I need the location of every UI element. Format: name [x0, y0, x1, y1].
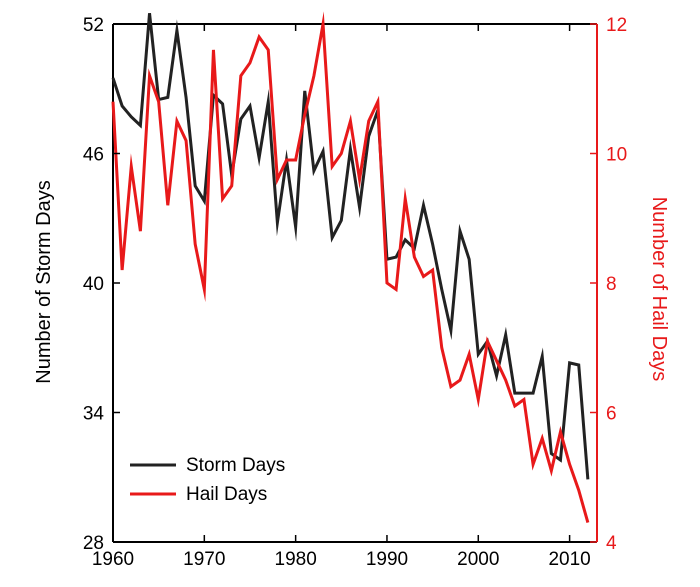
y-left-tick-label-40: 40 [83, 274, 104, 295]
series-layer [111, 11, 590, 523]
legend: Storm Days Hail Days [130, 455, 285, 505]
legend-label-hail-days: Hail Days [186, 484, 267, 505]
y-right-axis-title: Number of Hail Days [648, 197, 670, 382]
y-right-tick-label-10: 10 [606, 145, 627, 166]
y-right-tick-label-4: 4 [606, 533, 617, 554]
series-line-hail-days [111, 11, 590, 523]
y-right-tick-label-8: 8 [606, 274, 617, 295]
x-tick-label-1980: 1980 [275, 549, 317, 570]
y-left-tick-label-52: 52 [83, 15, 104, 36]
legend-label-storm-days: Storm Days [186, 455, 285, 476]
x-tick-label-1970: 1970 [183, 549, 225, 570]
y-left-axis-title: Number of Storm Days [33, 180, 55, 383]
y-right-tick-label-12: 12 [606, 15, 627, 36]
axes-layer: 1960 1970 1980 1990 2000 20102834404652468101… [83, 15, 627, 570]
y-left-tick-label-46: 46 [83, 145, 104, 166]
y-left-tick-label-34: 34 [83, 404, 105, 425]
x-tick-label-1990: 1990 [366, 549, 408, 570]
y-left-tick-label-28: 28 [83, 533, 104, 554]
y-right-tick-label-6: 6 [606, 404, 617, 425]
series-line-storm-days [111, 13, 590, 480]
x-tick-label-1960: 1960 [92, 549, 134, 570]
x-tick-label-2010: 2010 [548, 549, 590, 570]
x-tick-label-2000: 2000 [457, 549, 499, 570]
